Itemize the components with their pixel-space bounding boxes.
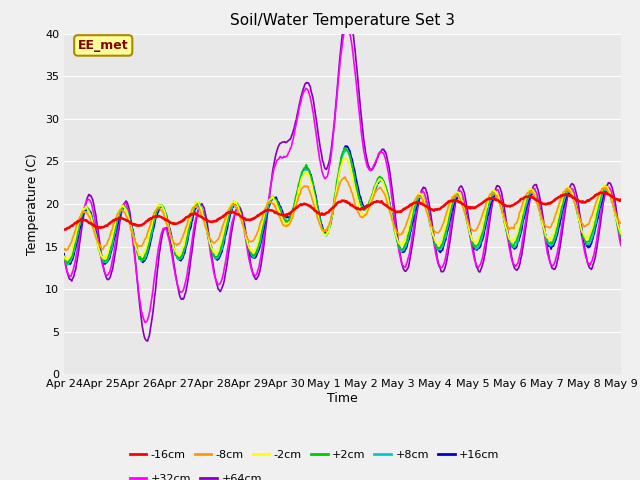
+8cm (71, 245, 79, 251)
-8cm (60, 247, 68, 252)
+16cm (214, 256, 222, 262)
X-axis label: Time: Time (327, 392, 358, 405)
+32cm (428, 227, 436, 233)
-16cm (214, 217, 221, 223)
+8cm (214, 254, 222, 260)
+32cm (185, 262, 193, 267)
+16cm (101, 261, 109, 267)
+64cm (127, 221, 135, 227)
-8cm (412, 197, 419, 203)
-16cm (70, 221, 78, 227)
-8cm (185, 216, 193, 221)
+32cm (617, 242, 625, 248)
+2cm (60, 255, 68, 261)
+16cm (342, 143, 349, 149)
+32cm (60, 255, 68, 261)
+64cm (60, 252, 68, 257)
-2cm (60, 253, 68, 259)
-8cm (128, 229, 136, 235)
+64cm (144, 338, 152, 344)
-16cm (426, 206, 434, 212)
Legend: +32cm, +64cm: +32cm, +64cm (125, 469, 266, 480)
+8cm (64, 262, 72, 268)
+64cm (185, 273, 193, 278)
+64cm (70, 273, 78, 278)
+2cm (428, 228, 436, 233)
Text: EE_met: EE_met (78, 39, 129, 52)
+8cm (60, 255, 68, 261)
+8cm (412, 204, 419, 209)
+64cm (214, 286, 222, 292)
-8cm (214, 237, 222, 242)
+8cm (428, 228, 436, 234)
+64cm (428, 219, 436, 225)
-2cm (128, 229, 136, 235)
+2cm (617, 234, 625, 240)
Line: +8cm: +8cm (64, 150, 621, 265)
+16cm (412, 207, 419, 213)
-16cm (127, 220, 135, 226)
+8cm (617, 233, 625, 239)
-2cm (185, 221, 193, 227)
+8cm (128, 226, 136, 232)
Y-axis label: Temperature (C): Temperature (C) (26, 153, 40, 255)
+64cm (617, 238, 625, 243)
Line: +2cm: +2cm (64, 148, 621, 264)
-2cm (412, 196, 419, 202)
+2cm (185, 226, 193, 232)
Line: -2cm: -2cm (64, 158, 621, 260)
+2cm (412, 200, 419, 205)
-16cm (184, 214, 192, 219)
+8cm (185, 229, 193, 235)
+32cm (344, 24, 351, 29)
+32cm (214, 282, 222, 288)
+16cm (128, 226, 136, 231)
Line: +16cm: +16cm (64, 146, 621, 264)
Line: +32cm: +32cm (64, 26, 621, 323)
-16cm (617, 197, 625, 203)
-16cm (60, 227, 68, 232)
+16cm (60, 251, 68, 256)
+32cm (412, 213, 419, 218)
+16cm (185, 231, 193, 237)
-8cm (71, 228, 79, 234)
-16cm (410, 200, 418, 206)
+32cm (70, 264, 78, 269)
+2cm (340, 145, 348, 151)
Line: -8cm: -8cm (64, 177, 621, 251)
-2cm (71, 237, 79, 243)
-2cm (428, 228, 436, 234)
+16cm (617, 233, 625, 239)
+16cm (428, 226, 436, 231)
-16cm (601, 190, 609, 195)
Line: +64cm: +64cm (64, 11, 621, 341)
-2cm (340, 156, 348, 161)
Title: Soil/Water Temperature Set 3: Soil/Water Temperature Set 3 (230, 13, 455, 28)
+2cm (63, 261, 71, 266)
+2cm (128, 228, 136, 234)
+64cm (344, 8, 352, 13)
-2cm (63, 257, 71, 263)
-8cm (428, 224, 436, 230)
-8cm (341, 174, 349, 180)
+2cm (71, 241, 79, 247)
+64cm (412, 218, 419, 224)
+32cm (127, 226, 135, 231)
-8cm (617, 220, 625, 226)
Line: -16cm: -16cm (64, 192, 621, 229)
+8cm (342, 147, 349, 153)
+32cm (141, 320, 149, 325)
+16cm (70, 252, 78, 257)
-2cm (214, 248, 222, 253)
-2cm (617, 231, 625, 237)
+2cm (214, 253, 222, 259)
-8cm (61, 248, 69, 253)
